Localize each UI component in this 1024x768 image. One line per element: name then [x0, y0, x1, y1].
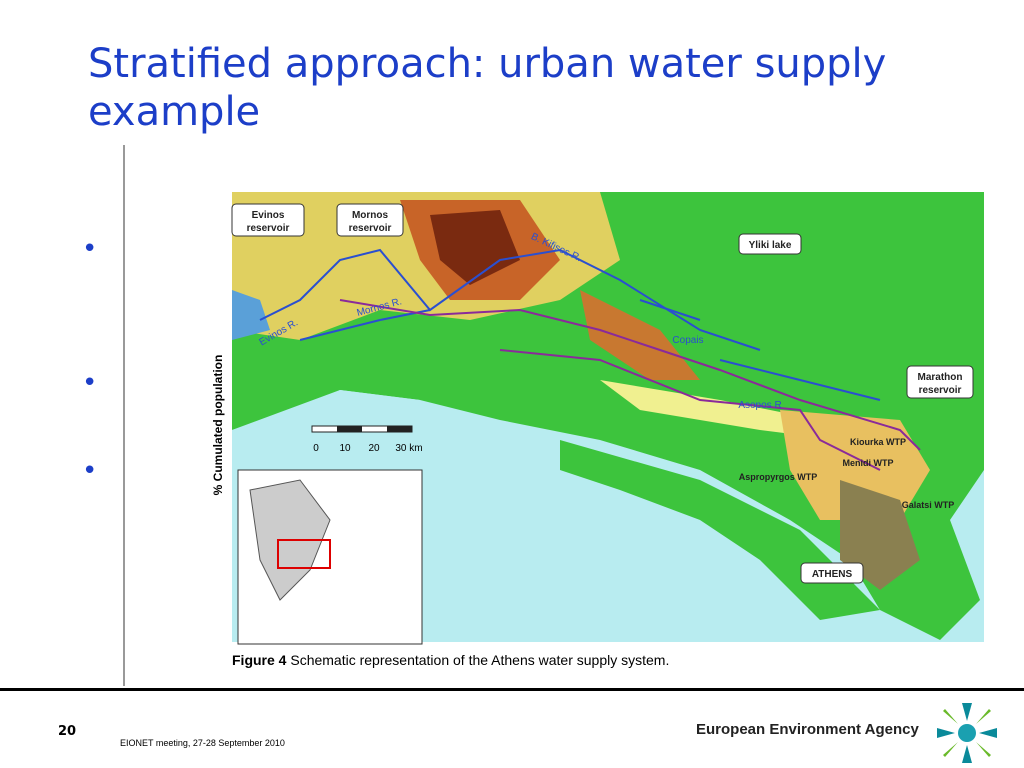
callout-label: Yliki lake	[749, 240, 792, 251]
bullet: •	[82, 234, 98, 264]
river-label: Asopos R	[738, 400, 781, 411]
callout-box	[231, 203, 305, 237]
meeting-note: EIONET meeting, 27-28 September 2010	[120, 738, 285, 748]
map: Evinos reservoir Mornos reservoir Yliki lake…	[231, 192, 984, 645]
slide-title: Stratified approach: urban water supply …	[88, 41, 887, 135]
callout-box	[336, 203, 404, 237]
bullet: •	[82, 456, 98, 486]
scale-label: 30 km	[395, 443, 422, 454]
callout-box	[906, 365, 974, 399]
scale-bar	[311, 425, 413, 433]
callout-label: ATHENS	[812, 569, 853, 580]
callout-label: Evinos reservoir	[247, 210, 290, 234]
caption-text: Schematic representation of the Athens w…	[290, 652, 669, 668]
plant-label: Menidi WTP	[843, 458, 894, 468]
caption: Figure 4 Schematic representation of the…	[232, 652, 669, 668]
scale-label: 20	[368, 443, 380, 454]
figure: % Cumulated population Evinos reservoir Mo…	[123, 145, 984, 686]
scale-label: 10	[339, 443, 351, 454]
page-number: 20	[58, 724, 77, 739]
footer-rule	[0, 688, 1024, 691]
scale-label: 0	[313, 443, 319, 454]
plant-label: Kiourka WTP	[850, 437, 906, 447]
callout-box	[738, 233, 802, 255]
eea-logo	[937, 703, 997, 763]
bullet: •	[82, 368, 98, 398]
callout-box	[800, 562, 864, 584]
y-axis-label: % Cumulated population	[211, 355, 225, 496]
callout-label: Marathon reservoir	[918, 372, 963, 396]
organization-name: European Environment Agency	[696, 721, 919, 738]
callout-label: Mornos reservoir	[349, 210, 392, 234]
river-label: Copais	[672, 335, 703, 346]
plant-label: Aspropyrgos WTP	[739, 472, 818, 482]
caption-label: Figure 4	[232, 652, 287, 668]
plant-label: Galatsi WTP	[902, 500, 955, 510]
